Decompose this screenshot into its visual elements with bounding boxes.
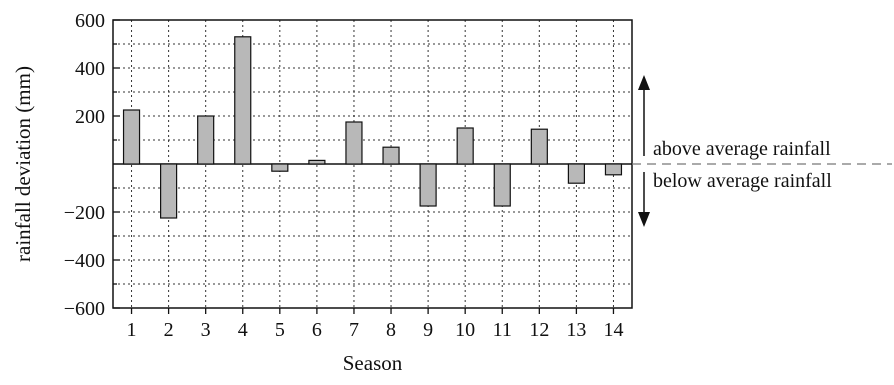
x-tick-label: 1 [127, 319, 137, 341]
bar-season-3 [197, 115, 215, 165]
x-tick-label: 7 [349, 319, 359, 341]
x-tick-label: 13 [566, 319, 586, 341]
y-tick-label: 200 [75, 106, 105, 128]
bar-season-14 [604, 163, 623, 176]
bar-season-10 [456, 127, 474, 165]
bar-season-5 [271, 163, 289, 172]
x-tick-label: 8 [386, 319, 396, 341]
bar-season-8 [382, 146, 400, 165]
y-axis-title: rainfall deviation (mm) [11, 66, 35, 262]
x-tick-label: 6 [312, 319, 322, 341]
y-tick-label: 600 [75, 10, 105, 32]
x-tick-label: 3 [201, 319, 211, 341]
arrow-up-head-icon [638, 75, 650, 90]
below-average-label: below average rainfall [653, 170, 832, 192]
arrow-down-head-icon [638, 212, 650, 227]
bars [122, 36, 623, 219]
bar-season-4 [234, 36, 252, 165]
rainfall-annotations: above average rainfall below average rai… [632, 75, 892, 227]
x-tick-label: 5 [275, 319, 285, 341]
x-tick-label: 14 [603, 319, 623, 341]
y-axis-ticks: 600 400 200 −200 −400 −600 [64, 10, 120, 320]
bar-season-1 [122, 109, 141, 165]
x-tick-label: 10 [455, 319, 475, 341]
bar-season-7 [345, 121, 363, 165]
y-tick-label: −600 [64, 298, 105, 320]
x-tick-label: 11 [493, 319, 512, 341]
x-tick-label: 4 [238, 319, 248, 341]
x-axis-ticks: 1 2 3 4 5 6 7 8 9 10 11 12 13 14 [127, 308, 623, 341]
above-average-label: above average rainfall [653, 138, 831, 160]
bar-season-6 [308, 159, 326, 165]
y-tick-label: −200 [64, 202, 105, 224]
x-tick-label: 2 [164, 319, 174, 341]
bar-season-11 [493, 163, 511, 207]
bar-season-13 [567, 163, 585, 184]
bar-season-2 [160, 163, 178, 219]
bar-season-9 [419, 163, 437, 207]
x-tick-label: 12 [529, 319, 549, 341]
x-tick-label: 9 [423, 319, 433, 341]
x-axis-title: Season [343, 351, 403, 375]
y-tick-label: −400 [64, 250, 105, 272]
y-tick-label: 400 [75, 58, 105, 80]
bar-season-12 [530, 128, 548, 165]
